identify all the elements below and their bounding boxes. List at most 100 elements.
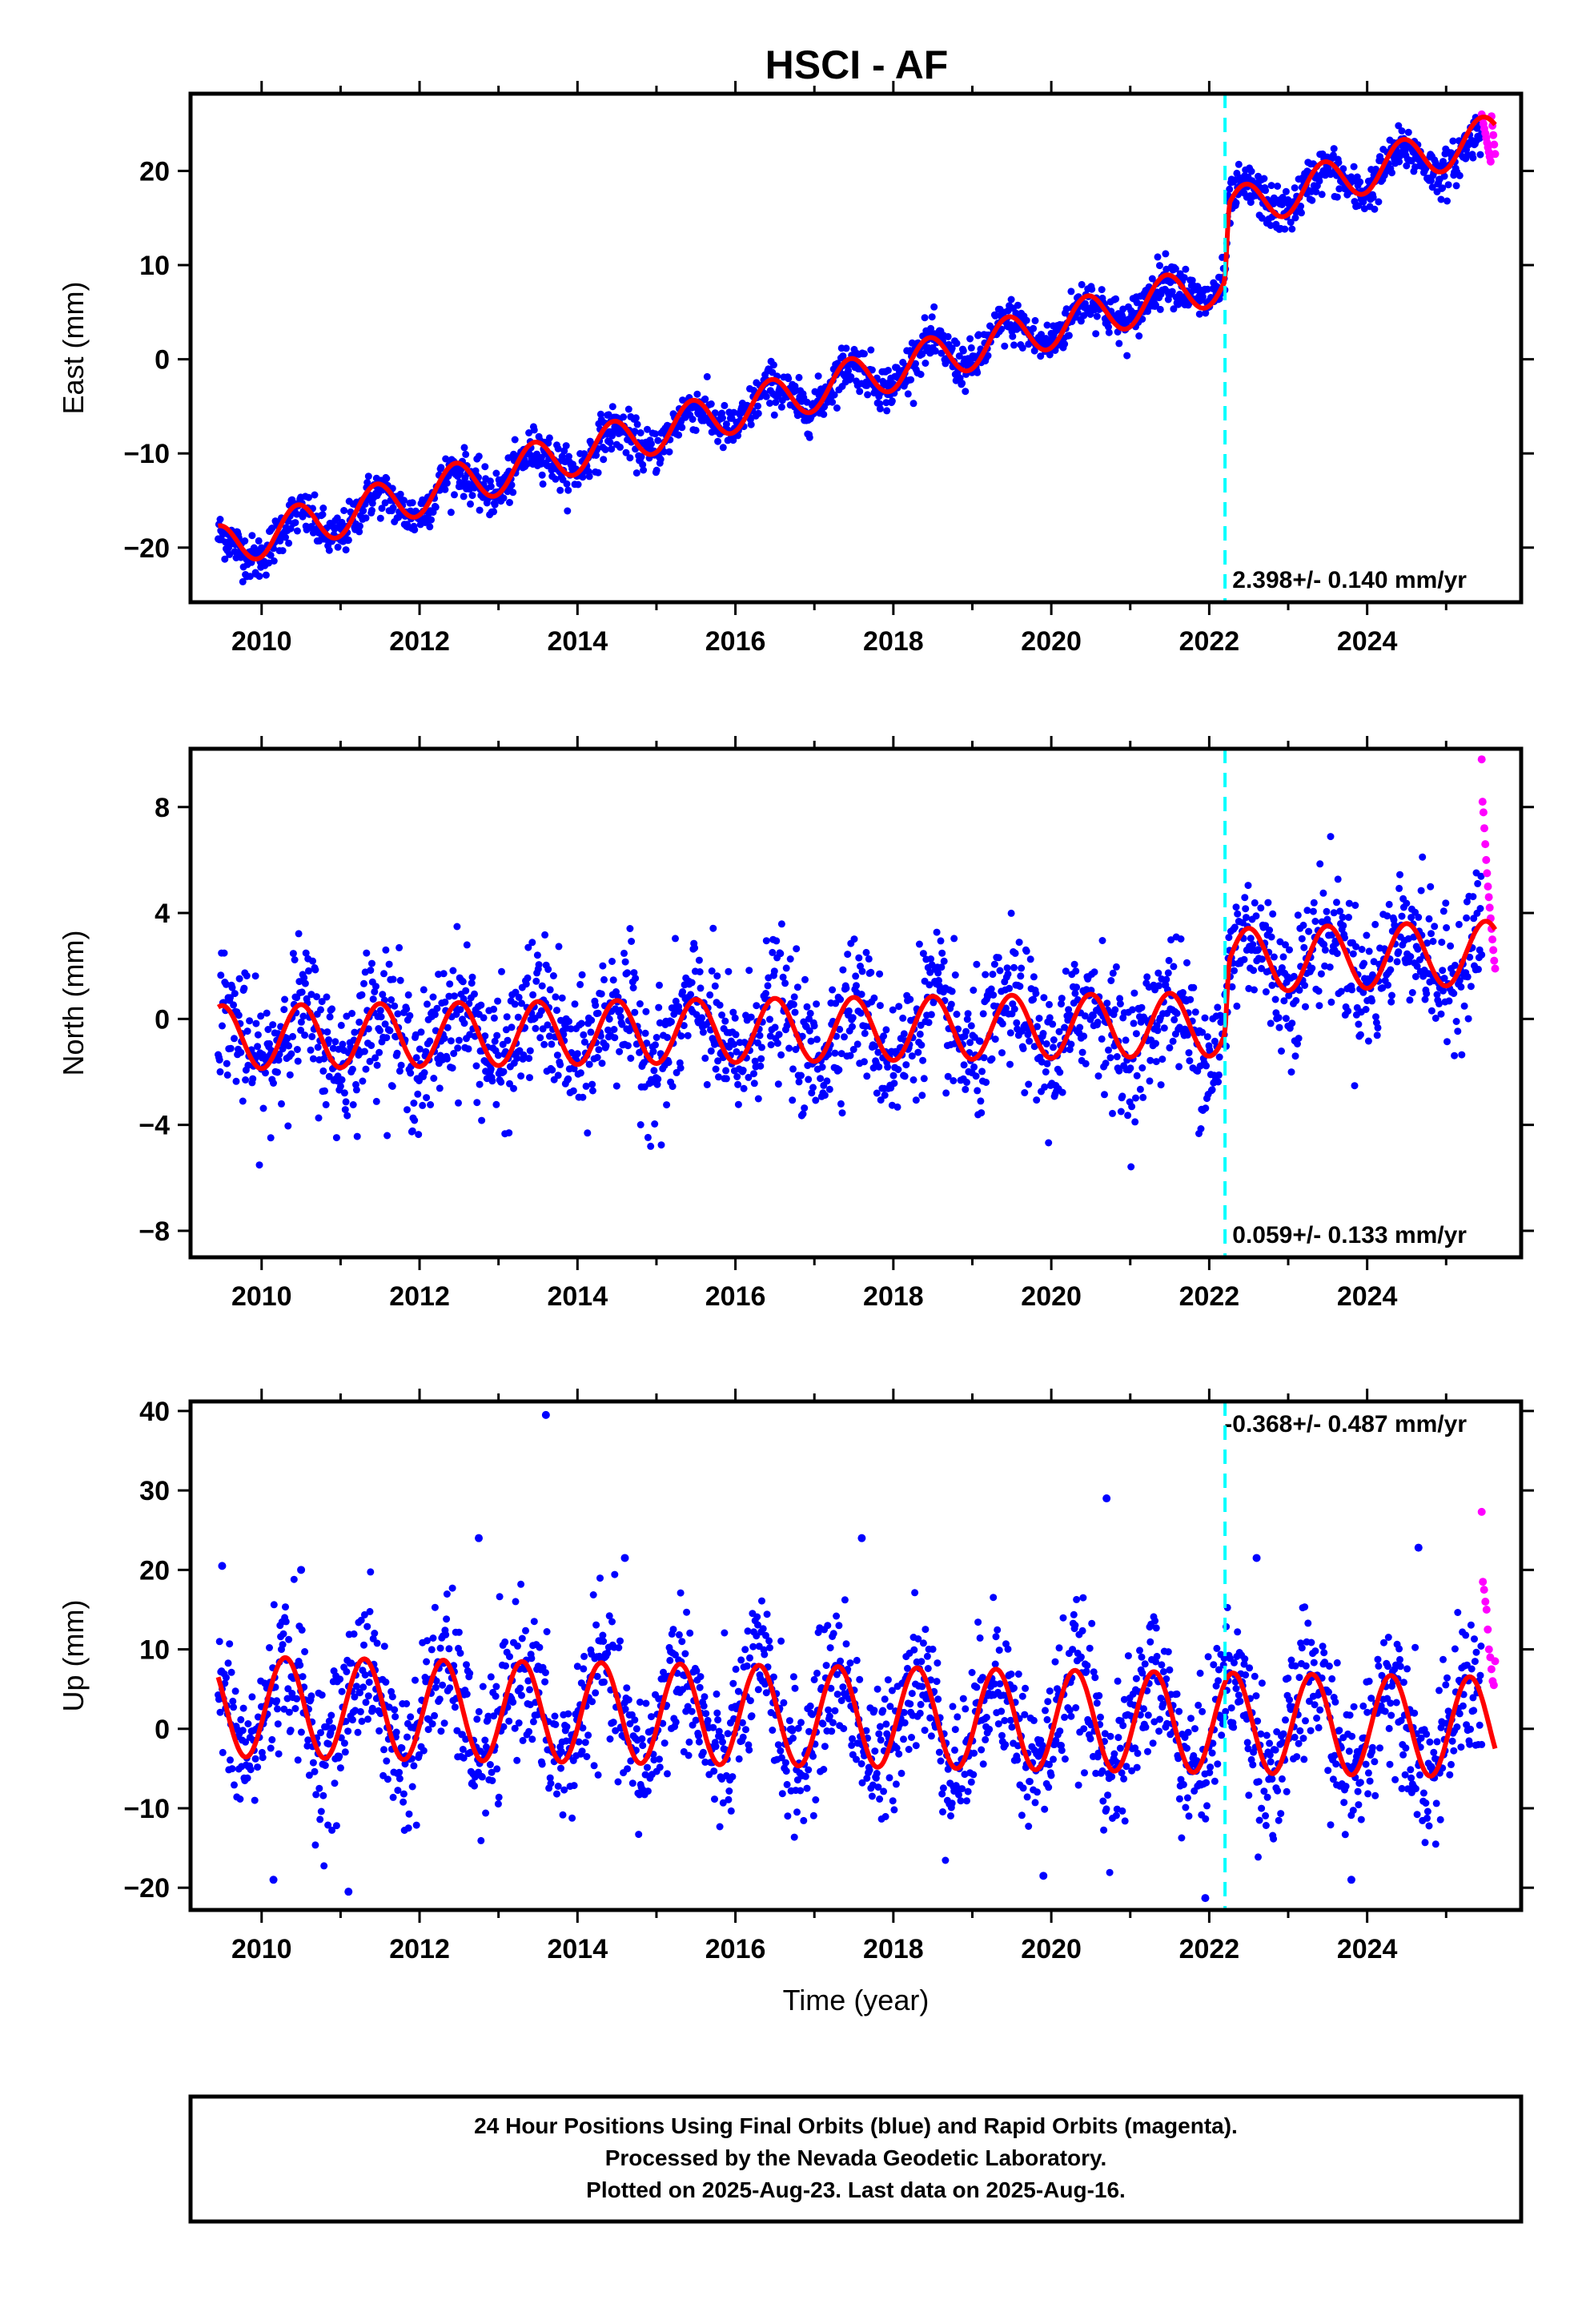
up-point (881, 1695, 889, 1703)
north-point (544, 965, 552, 973)
north-point (853, 982, 860, 990)
north-point (1319, 889, 1327, 897)
north-point (353, 1132, 361, 1140)
north-point (471, 990, 478, 998)
up-point (237, 1715, 245, 1723)
north-point (404, 991, 412, 999)
north-point (1094, 1019, 1102, 1026)
north-point (1286, 946, 1293, 954)
north-point (750, 1070, 757, 1078)
up-point (412, 1821, 420, 1829)
up-point (494, 1800, 502, 1808)
north-rapid-point (1479, 808, 1488, 817)
north-point (1330, 909, 1338, 917)
up-point (267, 1744, 275, 1752)
north-point (322, 1100, 330, 1108)
up-point (396, 1768, 404, 1776)
north-point (835, 1066, 843, 1074)
north-point (473, 1099, 481, 1107)
up-point (463, 1661, 470, 1669)
east-point (1203, 285, 1211, 293)
up-point (515, 1719, 523, 1727)
east-point (537, 453, 545, 461)
north-point (393, 1049, 401, 1057)
east-point (1154, 253, 1162, 261)
up-point (753, 1613, 761, 1621)
north-point (1071, 989, 1079, 997)
up-point (876, 1795, 884, 1803)
east-point (847, 373, 855, 380)
up-point (215, 1638, 223, 1646)
north-point (1105, 1046, 1112, 1054)
east-point (640, 466, 648, 474)
east-point (1162, 250, 1170, 258)
east-point (953, 340, 961, 348)
north-point (654, 1075, 662, 1083)
north-point (1457, 983, 1465, 991)
up-point (230, 1703, 238, 1711)
north-point (1339, 922, 1347, 930)
north-point (652, 1034, 661, 1041)
east-point (362, 514, 370, 522)
north-point (1460, 1002, 1468, 1010)
east-point (660, 448, 668, 456)
up-point (307, 1692, 315, 1700)
north-point (1232, 903, 1240, 911)
north-point (773, 1039, 781, 1047)
north-point (1301, 982, 1309, 989)
up-point (809, 1811, 817, 1819)
east-point (930, 303, 938, 311)
east-point (883, 407, 891, 415)
north-point (252, 1019, 260, 1027)
north-point (829, 986, 837, 994)
east-point (1297, 203, 1305, 210)
east-rapid-point (1490, 140, 1499, 149)
east-point (564, 507, 572, 515)
east-point (1291, 214, 1299, 222)
up-point (737, 1656, 745, 1664)
up-point (285, 1708, 293, 1716)
north-point (481, 1032, 489, 1040)
east-point (1449, 137, 1457, 145)
east-point (241, 537, 249, 545)
east-x-tick-label: 2024 (1337, 626, 1398, 657)
north-point (974, 1087, 982, 1095)
north-point (1321, 946, 1329, 954)
east-point (1170, 305, 1178, 313)
north-point (754, 1095, 762, 1103)
east-point (1043, 321, 1051, 329)
north-point (463, 941, 471, 949)
north-point (424, 1000, 431, 1008)
east-point (333, 514, 341, 522)
north-point (597, 990, 605, 998)
up-point (244, 1720, 252, 1727)
up-point (446, 1684, 454, 1692)
north-point (321, 1087, 328, 1095)
north-point (1106, 1054, 1114, 1062)
north-point (1160, 1024, 1168, 1032)
north-point (1309, 907, 1317, 915)
north-point (1414, 945, 1422, 953)
up-point (477, 1836, 485, 1844)
north-point (1173, 1009, 1181, 1017)
north-point (360, 979, 367, 987)
east-point (475, 452, 483, 460)
north-point (1251, 899, 1259, 907)
east-point (1298, 209, 1305, 217)
north-point (450, 1050, 458, 1057)
up-point (636, 1699, 644, 1706)
north-point (1215, 1078, 1223, 1086)
north-point (490, 1005, 498, 1013)
east-y-tick-label: 0 (155, 345, 170, 376)
north-point (593, 1054, 601, 1061)
up-point (398, 1744, 406, 1752)
up-point (336, 1764, 344, 1772)
east-point (1031, 316, 1039, 324)
north-point (228, 983, 236, 991)
up-point (448, 1584, 456, 1592)
north-point (982, 1079, 990, 1086)
north-point (257, 1012, 265, 1020)
east-point (1267, 222, 1275, 229)
north-point (777, 1051, 785, 1059)
east-rate-label: 2.398+/- 0.140 mm/yr (1232, 567, 1467, 593)
